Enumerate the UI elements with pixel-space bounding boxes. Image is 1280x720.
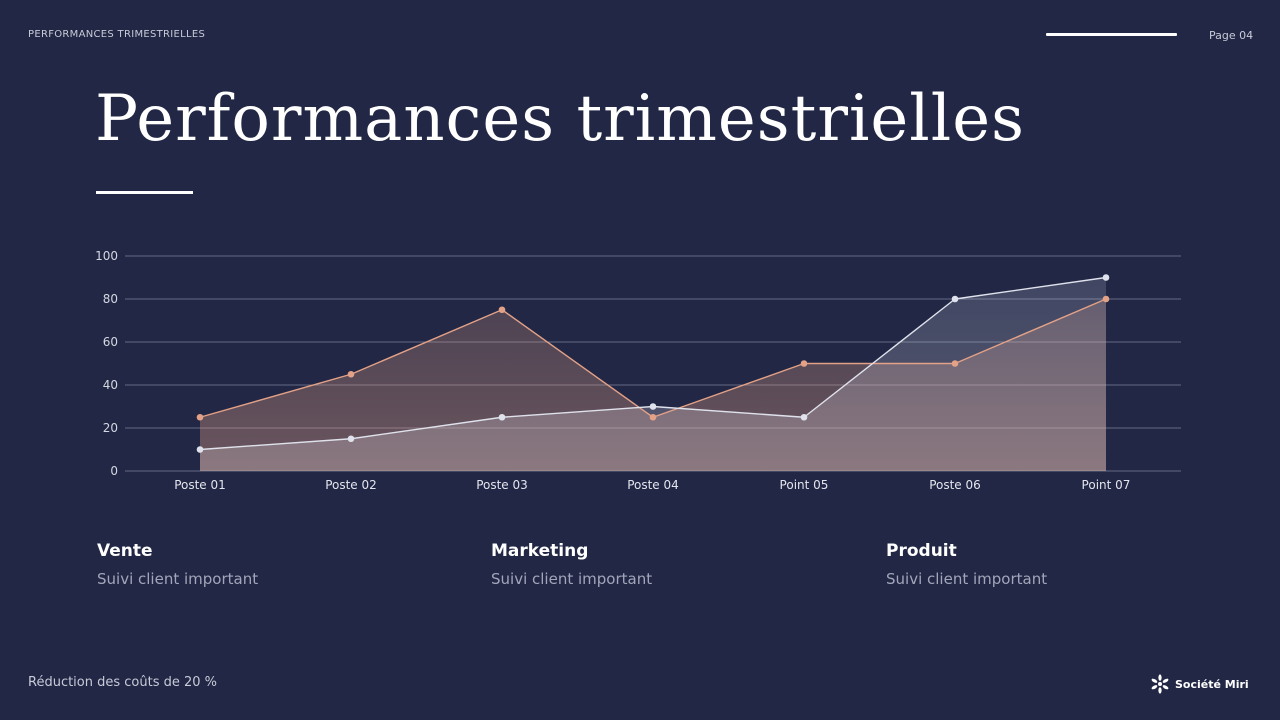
data-point xyxy=(196,446,204,453)
column-heading: Produit xyxy=(886,541,957,561)
data-point xyxy=(498,306,506,314)
x-tick-label: Point 07 xyxy=(1082,478,1131,492)
title-underline xyxy=(96,191,193,194)
summary-column-marketing: Marketing Suivi client important xyxy=(491,541,831,588)
data-point xyxy=(951,295,959,303)
page-title: Performances trimestrielles xyxy=(95,82,1025,156)
y-tick-label: 40 xyxy=(103,378,118,392)
y-tick-label: 80 xyxy=(103,292,118,306)
footer-note: Réduction des coûts de 20 % xyxy=(28,675,218,690)
column-heading: Vente xyxy=(97,541,153,561)
section-label: PERFORMANCES TRIMESTRIELLES xyxy=(28,29,206,40)
x-tick-label: Poste 03 xyxy=(476,478,528,492)
x-tick-label: Point 05 xyxy=(780,478,829,492)
y-tick-label: 0 xyxy=(110,464,118,478)
data-point xyxy=(800,413,808,421)
asterisk-logo-icon xyxy=(1151,674,1169,694)
column-subtitle: Suivi client important xyxy=(886,570,1048,588)
data-point xyxy=(1102,274,1110,281)
y-tick-label: 100 xyxy=(95,249,118,263)
x-tick-label: Poste 02 xyxy=(325,478,377,492)
column-subtitle: Suivi client important xyxy=(491,570,653,588)
column-heading: Marketing xyxy=(491,541,589,561)
data-point xyxy=(1102,295,1110,303)
series-area xyxy=(200,277,1106,471)
y-tick-label: 60 xyxy=(103,335,118,349)
data-point xyxy=(498,413,506,421)
header-divider xyxy=(1046,33,1177,36)
data-point xyxy=(649,403,657,410)
summary-column-vente: Vente Suivi client important xyxy=(97,541,437,588)
data-point xyxy=(347,435,355,443)
x-tick-label: Poste 04 xyxy=(627,478,679,492)
data-point xyxy=(347,370,355,378)
y-tick-label: 20 xyxy=(103,421,118,435)
data-point xyxy=(951,360,959,367)
page-number: Page 04 xyxy=(1209,29,1254,42)
data-point xyxy=(649,413,657,421)
data-point xyxy=(196,413,204,421)
x-tick-label: Poste 06 xyxy=(929,478,981,492)
column-subtitle: Suivi client important xyxy=(97,570,259,588)
data-point xyxy=(800,360,808,367)
brand-name: Société Miri xyxy=(1175,677,1249,691)
brand-logo: Société Miri xyxy=(1150,673,1249,695)
summary-column-produit: Produit Suivi client important xyxy=(886,541,1226,588)
x-tick-label: Poste 01 xyxy=(174,478,226,492)
